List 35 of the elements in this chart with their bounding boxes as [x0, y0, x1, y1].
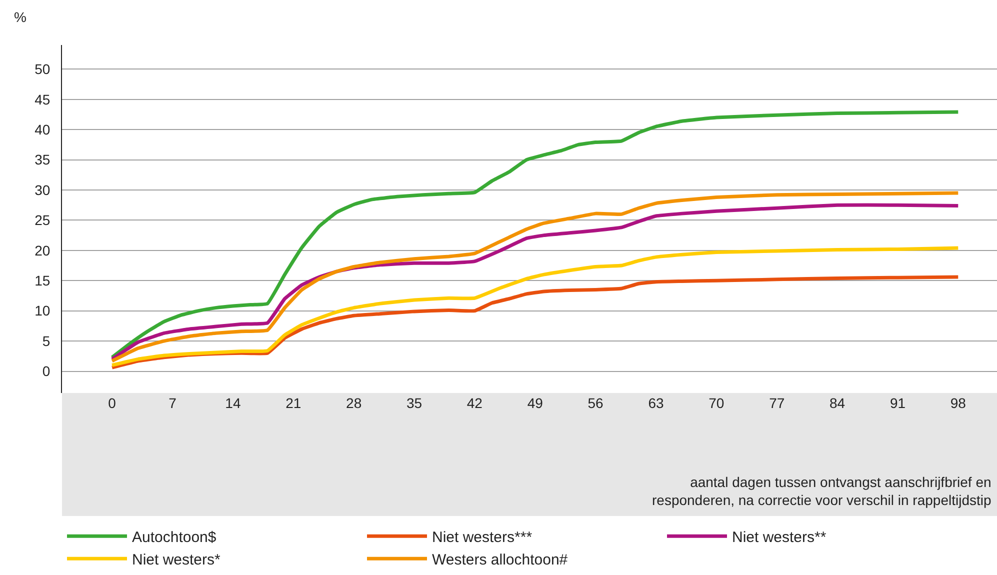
y-tick-label: 20: [34, 242, 50, 258]
x-tick-label: 98: [950, 395, 966, 411]
x-tick-label: 63: [648, 395, 664, 411]
y-tick-label: 35: [34, 152, 50, 168]
legend-label: Niet westers*: [132, 552, 221, 569]
y-tick-label: 25: [34, 212, 50, 228]
y-tick-label: 5: [42, 332, 50, 349]
x-axis-title: aantal dagen tussen ontvangst aanschrijfbrief en responderen, na correctie voor verschil in rappeltijdstip: [652, 474, 992, 508]
y-tick-label: 10: [34, 302, 50, 319]
x-tick-label: 28: [346, 395, 362, 411]
line-series: [110, 246, 960, 367]
x-tick-label: 35: [406, 395, 422, 411]
x-tick-label: 91: [890, 395, 906, 411]
legend-label: Niet westers**: [732, 529, 826, 546]
y-tick-label: 15: [34, 272, 50, 289]
y-tick-label: 50: [34, 61, 50, 78]
x-tick-label: 84: [829, 395, 846, 411]
x-tick-label: 7: [168, 395, 177, 411]
x-tick-label: 0: [108, 395, 116, 411]
y-tick-label: 30: [34, 182, 50, 198]
x-tick-label: 42: [466, 395, 483, 411]
line-series: [110, 110, 960, 360]
x-tick-label: 49: [527, 395, 544, 411]
y-axis-title: %: [14, 9, 26, 25]
x-tick-label: 56: [588, 395, 604, 411]
y-tick-label: 45: [34, 91, 50, 108]
legend-label: Niet westers***: [432, 529, 532, 546]
x-tick-label: 70: [708, 395, 724, 411]
x-tick-label: 14: [225, 395, 241, 411]
y-tick-label: 0: [42, 363, 50, 380]
x-tick-label: 77: [769, 395, 785, 411]
legend-label: Westers allochtoon#: [432, 552, 568, 569]
y-tick-label: 40: [34, 121, 50, 138]
legend-label: Autochtoon$: [132, 529, 217, 546]
x-tick-label: 21: [286, 395, 302, 411]
